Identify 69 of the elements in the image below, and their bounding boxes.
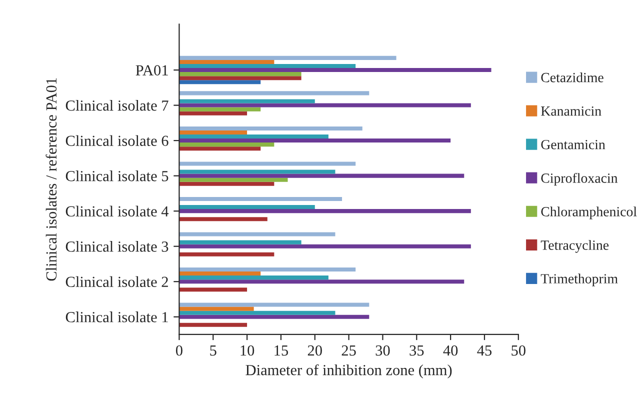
legend-label: Trimethoprim [540, 274, 618, 286]
bar [179, 170, 336, 174]
y-axis-title: Clinical isolates / reference PA01 [46, 78, 57, 281]
x-tick-label: 30 [376, 345, 390, 356]
bar [179, 252, 274, 256]
legend-label: Tetracycline [540, 240, 609, 253]
x-tick-label: 0 [176, 345, 182, 356]
bar [179, 280, 464, 284]
legend-label: Cetazidime [541, 72, 604, 82]
x-tick-label: 40 [443, 345, 458, 356]
bar [179, 205, 315, 210]
x-axis-title: Diameter of inhibition zone (mm) [246, 364, 452, 378]
bar [179, 56, 396, 60]
y-tick-label: Clinical isolate 6 [66, 135, 168, 146]
legend-label: Gentamicin [541, 140, 606, 150]
bar [179, 288, 248, 292]
bar [179, 209, 471, 214]
bar [179, 99, 315, 104]
y-tick-label: Clinical isolate 2 [66, 276, 168, 288]
bar [179, 91, 370, 96]
bar [179, 107, 261, 112]
x-tick-label: 35 [410, 345, 424, 356]
y-tick-label: Clinical isolate 4 [66, 206, 169, 217]
bar [179, 267, 356, 272]
x-tick-label: 50 [512, 345, 526, 356]
y-tick-label: Clinical isolate 1 [66, 312, 168, 322]
bar [179, 244, 471, 248]
bar [179, 60, 274, 64]
bar [179, 310, 336, 315]
bar [179, 182, 274, 186]
bar [179, 178, 288, 182]
bar [179, 103, 471, 108]
bar [179, 64, 356, 68]
legend-label: Ciprofloxacin [541, 172, 618, 186]
bar [179, 302, 370, 307]
bar [179, 142, 274, 147]
x-tick-label: 25 [342, 345, 356, 356]
bar [179, 276, 328, 280]
bar [179, 76, 302, 80]
bar [179, 80, 261, 84]
bar [179, 322, 248, 327]
bar [179, 306, 254, 311]
bar [179, 68, 492, 72]
bar [179, 134, 328, 139]
y-tick-label: Clinical isolate 7 [66, 100, 168, 111]
bar [179, 232, 336, 236]
bar [179, 240, 302, 244]
bar [179, 126, 362, 130]
bar [179, 196, 342, 201]
bar [179, 130, 248, 134]
bar [179, 146, 261, 151]
y-tick-label: Clinical isolate 3 [66, 241, 168, 252]
bar [179, 162, 356, 166]
legend-label: Chloramphenicol [541, 206, 637, 220]
bar [179, 272, 261, 276]
bar [179, 217, 268, 222]
x-tick-label: 15 [274, 345, 288, 356]
bar [179, 138, 451, 143]
bar [179, 174, 464, 178]
bar [179, 72, 302, 76]
y-tick-label: PA01 [136, 65, 168, 76]
x-tick-label: 5 [210, 346, 216, 356]
x-tick-label: 45 [477, 345, 492, 356]
legend-label: Kanamicin [541, 106, 602, 116]
bar [179, 314, 370, 319]
y-tick-label: Clinical isolate 5 [66, 170, 168, 182]
x-tick-label: 20 [308, 345, 322, 356]
x-tick-label: 10 [240, 345, 254, 356]
bar [179, 111, 248, 116]
